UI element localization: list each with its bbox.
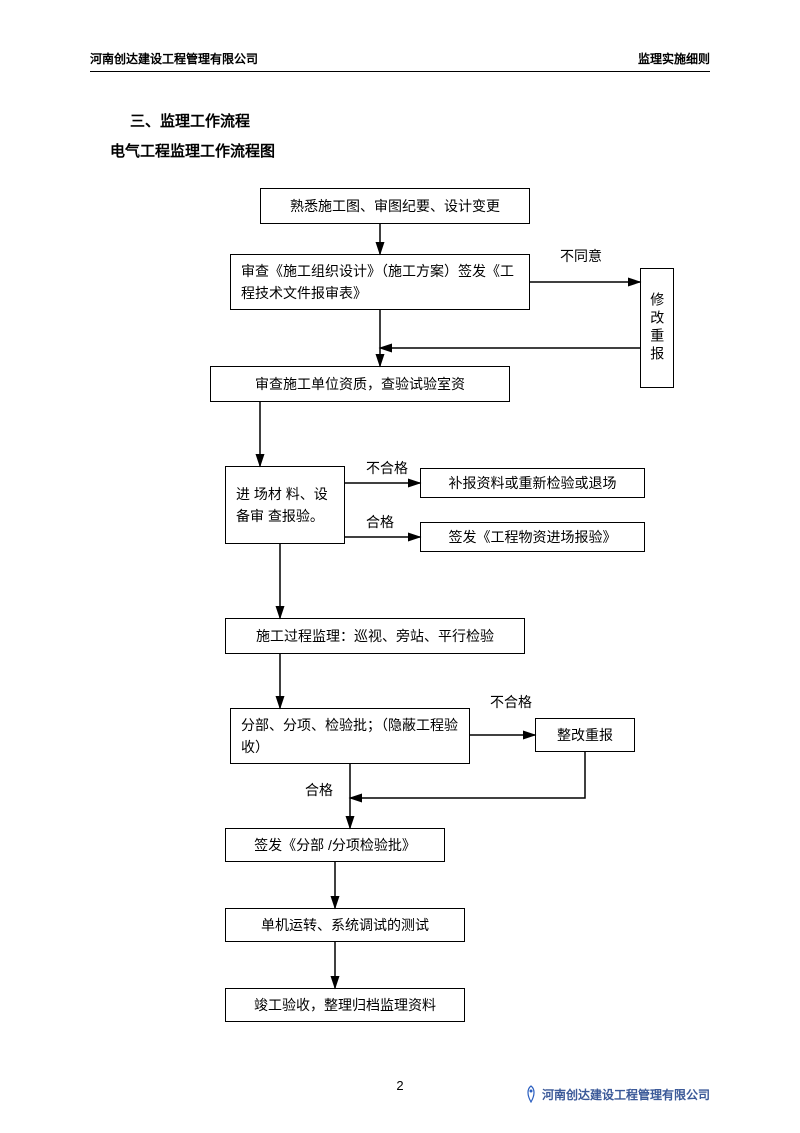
node-4a: 补报资料或重新检验或退场 (420, 468, 645, 498)
node-4: 进 场材 料、设 备审 查报验。 (225, 466, 345, 544)
node-2: 审查《施工组织设计》（施工方案）签发《工程技术文件报审表》 (230, 254, 530, 310)
section-heading: 三、监理工作流程 (130, 110, 250, 131)
header-company: 河南创达建设工程管理有限公司 (90, 50, 258, 67)
logo-icon (524, 1085, 538, 1103)
node-4b: 签发《工程物资进场报验》 (420, 522, 645, 552)
footer-company: 河南创达建设工程管理有限公司 (524, 1085, 710, 1103)
footer-company-text: 河南创达建设工程管理有限公司 (542, 1086, 710, 1103)
node-7: 签发《分部 /分项检验批》 (225, 828, 445, 862)
page-header: 河南创达建设工程管理有限公司 监理实施细则 (90, 50, 710, 72)
label-disagree: 不同意 (560, 246, 602, 266)
node-5: 施工过程监理：巡视、旁站、平行检验 (225, 618, 525, 654)
header-doctype: 监理实施细则 (638, 50, 710, 67)
node-2-side: 修改重报 (640, 268, 674, 388)
node-9: 竣工验收，整理归档监理资料 (225, 988, 465, 1022)
node-3: 审查施工单位资质，查验试验室资 (210, 366, 510, 402)
node-1: 熟悉施工图、审图纪要、设计变更 (260, 188, 530, 224)
flowchart: 熟悉施工图、审图纪要、设计变更 审查《施工组织设计》（施工方案）签发《工程技术文… (90, 188, 710, 1058)
label-fail2: 不合格 (490, 692, 532, 712)
label-pass1: 合格 (366, 512, 394, 532)
label-pass2: 合格 (305, 780, 333, 800)
section-subheading: 电气工程监理工作流程图 (110, 140, 275, 161)
node-8: 单机运转、系统调试的测试 (225, 908, 465, 942)
node-6: 分部、分项、检验批；（隐蔽工程验收） (230, 708, 470, 764)
label-fail1: 不合格 (366, 458, 408, 478)
node-6-side: 整改重报 (535, 718, 635, 752)
